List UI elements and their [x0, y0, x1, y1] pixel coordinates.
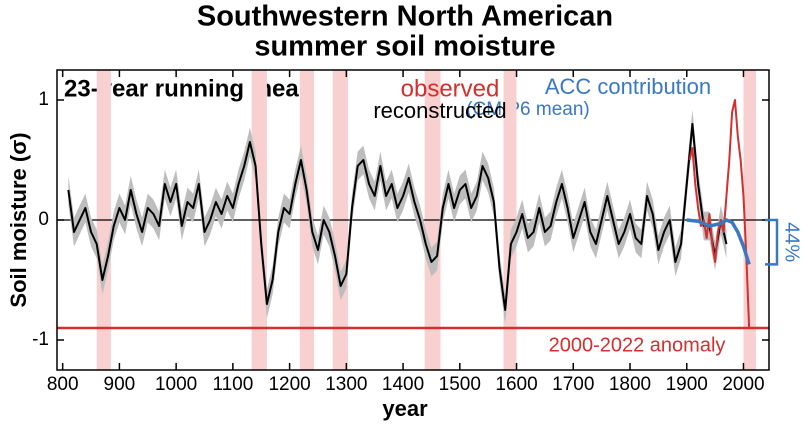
legend-label: ACC contribution [545, 74, 711, 99]
legend-label: observed [401, 75, 500, 102]
legend-label: reconstructed [373, 98, 506, 123]
series-line [688, 99, 751, 329]
y-tick-label: 0 [38, 209, 49, 230]
x-tick-label: 1200 [268, 374, 310, 395]
series-line [686, 218, 751, 265]
x-tick-label: 1700 [552, 374, 594, 395]
y-tick-label: 1 [38, 89, 49, 110]
x-axis-label: year [382, 396, 428, 421]
x-tick-label: 1600 [495, 374, 537, 395]
x-tick-label: 1900 [666, 374, 708, 395]
chart-title: summer soil moisture [254, 31, 555, 63]
x-tick-label: 1500 [439, 374, 481, 395]
legend-subtitle: (CMIP6 mean) [466, 99, 590, 120]
x-tick-label: 2000 [722, 374, 764, 395]
x-tick-label: 1800 [609, 374, 651, 395]
x-tick-label: 1400 [382, 374, 424, 395]
chart-title: Southwestern North American [197, 1, 613, 33]
series-line [67, 123, 728, 311]
fraction-bracket [765, 218, 779, 266]
x-tick-label: 1100 [212, 374, 253, 395]
x-tick-label: 1300 [325, 374, 367, 395]
x-tick-label: 900 [104, 374, 136, 395]
x-tick-label: 1000 [155, 374, 197, 395]
y-axis-label: Soil moisture (σ) [6, 132, 31, 307]
fraction-label: 44% [781, 222, 803, 262]
plot [57, 70, 769, 370]
y-tick-label: -1 [32, 329, 49, 350]
x-tick-label: 800 [47, 374, 79, 395]
anomaly-label: 2000-2022 anomaly [549, 334, 726, 356]
uncertainty-band [68, 109, 727, 325]
